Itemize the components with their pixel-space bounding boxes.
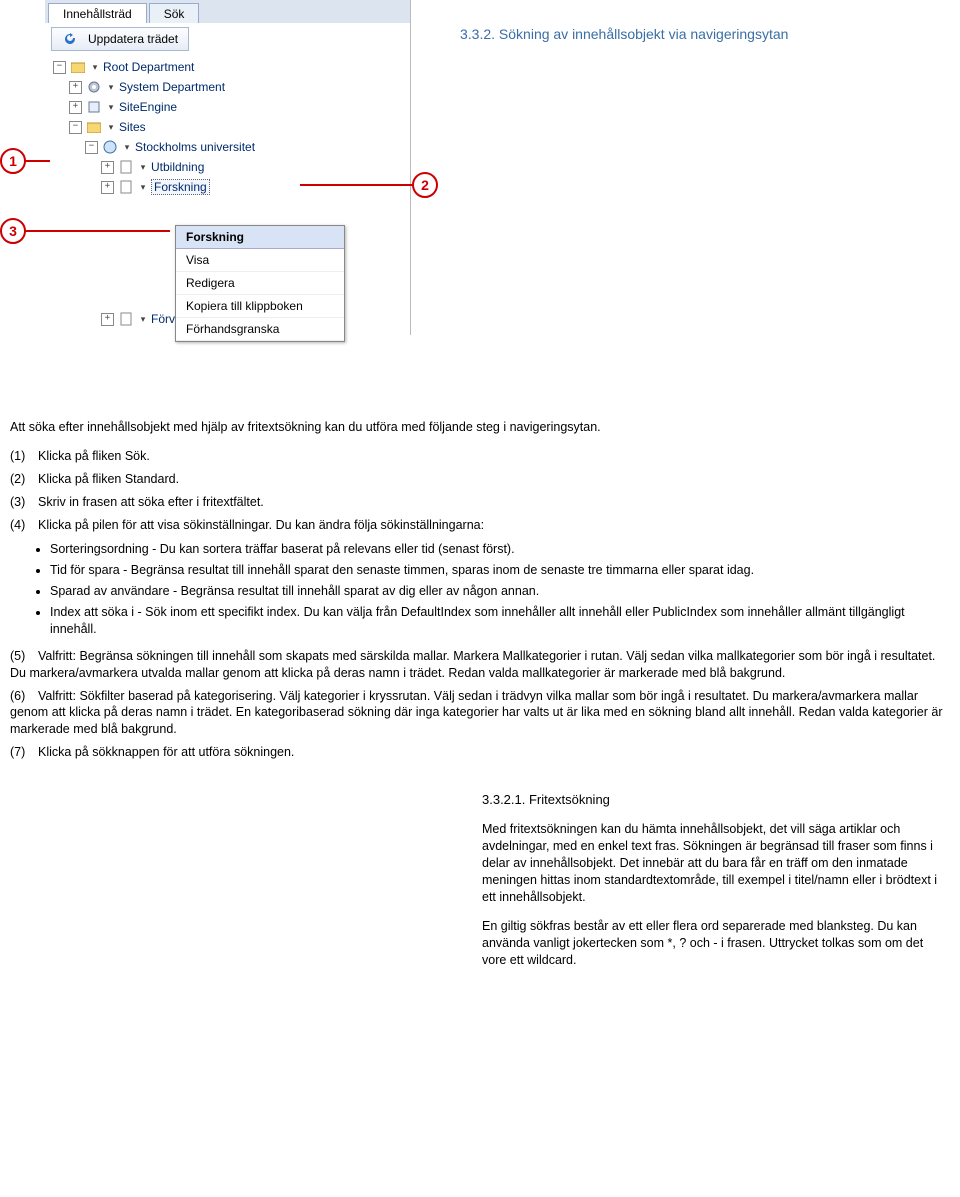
node-label: Sites	[119, 120, 146, 134]
bullet-user: Sparad av användare - Begränsa resultat …	[50, 583, 950, 600]
callout-3: 3	[0, 218, 26, 244]
intro-paragraph: Att söka efter innehållsobjekt med hjälp…	[10, 419, 950, 436]
step-1: (1)Klicka på fliken Sök.	[10, 448, 950, 465]
expand-icon[interactable]: +	[69, 101, 82, 114]
step-6: (6)Valfritt: Sökfilter baserad på katego…	[10, 688, 950, 739]
menu-item-forhandsgranska[interactable]: Förhandsgranska	[176, 318, 344, 341]
folder-icon	[86, 119, 102, 135]
step-4: (4)Klicka på pilen för att visa sökinstä…	[10, 517, 950, 534]
site-icon	[102, 139, 118, 155]
expand-icon[interactable]: −	[85, 141, 98, 154]
refresh-tree-button[interactable]: Uppdatera trädet	[51, 27, 189, 51]
subsection-title: 3.3.2.1. Fritextsökning	[482, 791, 950, 809]
node-label: Root Department	[103, 60, 194, 74]
step-7: (7)Klicka på sökknappen för att utföra s…	[10, 744, 950, 761]
tree-node-su[interactable]: − ▾ Stockholms universitet	[53, 137, 410, 157]
document-body: Att söka efter innehållsobjekt med hjälp…	[0, 400, 960, 1001]
context-menu-header: Forskning	[176, 226, 344, 249]
expand-icon[interactable]: −	[69, 121, 82, 134]
node-label: SiteEngine	[119, 100, 177, 114]
node-label: System Department	[119, 80, 225, 94]
step-5: (5)Valfritt: Begränsa sökningen till inn…	[10, 648, 950, 682]
callout-2: 2	[412, 172, 438, 198]
nav-tree-screenshot: 1 2 3 Innehållsträd Sök Uppdatera trädet…	[0, 0, 440, 400]
step-2-text: Klicka på fliken Standard.	[38, 472, 179, 486]
step-1-text: Klicka på fliken Sök.	[38, 449, 150, 463]
menu-item-kopiera[interactable]: Kopiera till klippboken	[176, 295, 344, 318]
callout-2-line	[300, 184, 412, 186]
chevron-down-icon[interactable]: ▾	[122, 142, 132, 153]
expand-icon[interactable]: +	[101, 161, 114, 174]
refresh-icon	[62, 31, 78, 47]
subsection-p1: Med fritextsökningen kan du hämta innehå…	[482, 821, 950, 905]
step-7-text: Klicka på sökknappen för att utföra sökn…	[38, 745, 294, 759]
node-label: Utbildning	[151, 160, 204, 174]
step-2: (2)Klicka på fliken Standard.	[10, 471, 950, 488]
chevron-down-icon[interactable]: ▾	[106, 102, 116, 113]
callout-1-line	[24, 160, 50, 162]
gear-icon	[86, 79, 102, 95]
chevron-down-icon[interactable]: ▾	[138, 314, 148, 325]
callout-3-line	[24, 230, 170, 232]
tree-node-root[interactable]: − ▾ Root Department	[53, 57, 410, 77]
step-3: (3)Skriv in frasen att söka efter i frit…	[10, 494, 950, 511]
menu-item-redigera[interactable]: Redigera	[176, 272, 344, 295]
chevron-down-icon[interactable]: ▾	[138, 182, 148, 193]
settings-bullets: Sorteringsordning - Du kan sortera träff…	[50, 541, 950, 637]
step-5-text: Valfritt: Begränsa sökningen till innehå…	[10, 649, 935, 680]
chevron-down-icon[interactable]: ▾	[106, 82, 116, 93]
tab-bar: Innehållsträd Sök	[45, 0, 410, 23]
step-4-text: Klicka på pilen för att visa sökinställn…	[38, 518, 484, 532]
node-label: Forskning	[151, 179, 210, 195]
section-title: 3.3.2. Sökning av innehållsobjekt via na…	[460, 26, 960, 42]
tab-content-tree[interactable]: Innehållsträd	[48, 3, 147, 23]
chevron-down-icon[interactable]: ▾	[138, 162, 148, 173]
bullet-sort: Sorteringsordning - Du kan sortera träff…	[50, 541, 950, 558]
refresh-label: Uppdatera trädet	[88, 32, 178, 46]
node-label: Stockholms universitet	[135, 140, 255, 154]
page-icon	[118, 311, 134, 327]
tree-node-forskning[interactable]: + ▾ Forskning	[53, 177, 410, 197]
expand-icon[interactable]: +	[101, 181, 114, 194]
step-3-text: Skriv in frasen att söka efter i fritext…	[38, 495, 264, 509]
context-menu: Forskning Visa Redigera Kopiera till kli…	[175, 225, 345, 342]
folder-icon	[70, 59, 86, 75]
subsection-p2: En giltig sökfras består av ett eller fl…	[482, 918, 950, 969]
menu-item-visa[interactable]: Visa	[176, 249, 344, 272]
tree-node-sites[interactable]: − ▾ Sites	[53, 117, 410, 137]
chevron-down-icon[interactable]: ▾	[90, 62, 100, 73]
bullet-index: Index att söka i - Sök inom ett specifik…	[50, 604, 950, 638]
tree-node-siteengine[interactable]: + ▾ SiteEngine	[53, 97, 410, 117]
chevron-down-icon[interactable]: ▾	[106, 122, 116, 133]
page-icon	[118, 179, 134, 195]
tab-search[interactable]: Sök	[149, 3, 200, 23]
engine-icon	[86, 99, 102, 115]
step-6-text: Valfritt: Sökfilter baserad på kategoris…	[10, 689, 942, 737]
bullet-time: Tid för spara - Begränsa resultat till i…	[50, 562, 950, 579]
tree-node-utbildning[interactable]: + ▾ Utbildning	[53, 157, 410, 177]
page-icon	[118, 159, 134, 175]
expand-icon[interactable]: −	[53, 61, 66, 74]
callout-1: 1	[0, 148, 26, 174]
expand-icon[interactable]: +	[69, 81, 82, 94]
tree-node-system[interactable]: + ▾ System Department	[53, 77, 410, 97]
expand-icon[interactable]: +	[101, 313, 114, 326]
